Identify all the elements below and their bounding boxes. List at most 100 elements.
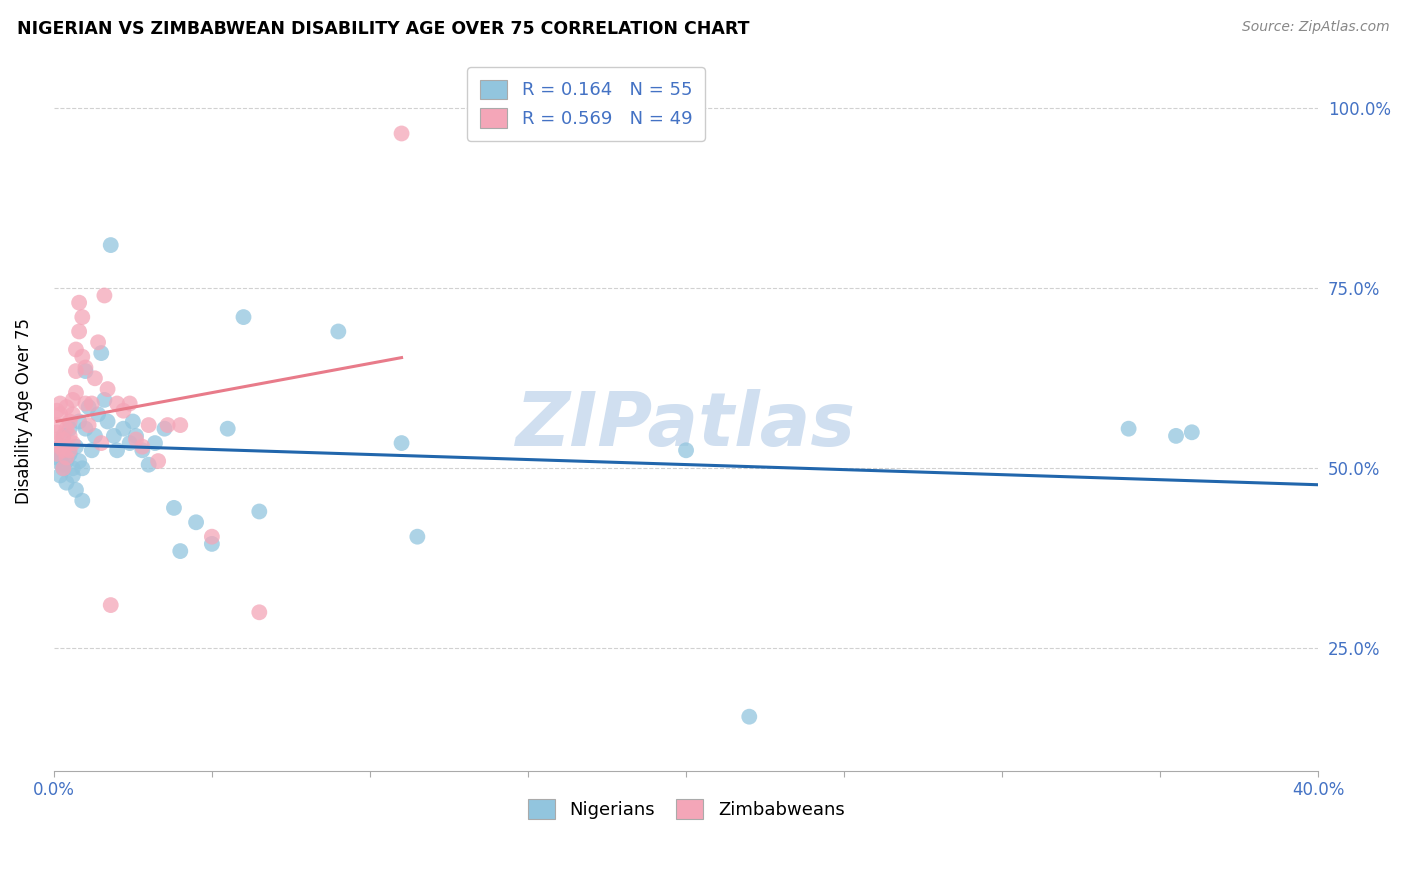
Point: [62, 436, 84, 450]
Point: [217, 422, 239, 436]
Point: [49, 440, 72, 454]
Point: [52, 461, 75, 475]
Point: [93, 392, 115, 407]
Point: [65, 343, 87, 357]
Point: [77, 400, 100, 414]
Point: [46, 433, 69, 447]
Point: [72, 350, 94, 364]
Point: [232, 310, 254, 324]
Point: [46, 450, 69, 465]
Point: [59, 415, 82, 429]
Point: [87, 407, 110, 421]
Point: [125, 433, 148, 447]
Point: [49, 407, 72, 421]
Point: [118, 396, 141, 410]
Point: [46, 403, 69, 417]
Point: [59, 443, 82, 458]
Point: [97, 415, 120, 429]
Point: [100, 238, 122, 252]
Point: [112, 422, 135, 436]
Text: Source: ZipAtlas.com: Source: ZipAtlas.com: [1241, 20, 1389, 34]
Text: ZIPatlas: ZIPatlas: [516, 389, 856, 461]
Point: [118, 436, 141, 450]
Point: [97, 382, 120, 396]
Point: [55, 422, 77, 436]
Point: [125, 429, 148, 443]
Point: [406, 530, 429, 544]
Point: [46, 425, 69, 440]
Point: [49, 447, 72, 461]
Point: [46, 447, 69, 461]
Point: [65, 440, 87, 454]
Point: [72, 493, 94, 508]
Point: [84, 429, 107, 443]
Point: [112, 403, 135, 417]
Point: [65, 364, 87, 378]
Point: [105, 396, 128, 410]
Point: [55, 400, 77, 414]
Point: [90, 346, 112, 360]
Point: [52, 429, 75, 443]
Point: [138, 458, 160, 472]
Point: [67, 325, 90, 339]
Point: [143, 436, 166, 450]
Point: [62, 392, 84, 407]
Point: [247, 504, 270, 518]
Point: [247, 605, 270, 619]
Point: [52, 433, 75, 447]
Point: [163, 500, 186, 515]
Point: [46, 418, 69, 433]
Point: [52, 458, 75, 472]
Point: [62, 461, 84, 475]
Point: [93, 288, 115, 302]
Point: [52, 461, 75, 475]
Point: [156, 418, 179, 433]
Point: [1118, 422, 1140, 436]
Point: [49, 440, 72, 454]
Point: [62, 407, 84, 421]
Point: [184, 516, 207, 530]
Point: [131, 440, 153, 454]
Point: [55, 454, 77, 468]
Point: [59, 422, 82, 436]
Point: [49, 396, 72, 410]
Point: [67, 415, 90, 429]
Point: [65, 385, 87, 400]
Point: [75, 360, 97, 375]
Point: [80, 396, 103, 410]
Point: [46, 454, 69, 468]
Point: [391, 127, 413, 141]
Text: NIGERIAN VS ZIMBABWEAN DISABILITY AGE OVER 75 CORRELATION CHART: NIGERIAN VS ZIMBABWEAN DISABILITY AGE OV…: [17, 20, 749, 37]
Point: [59, 447, 82, 461]
Point: [131, 443, 153, 458]
Point: [75, 422, 97, 436]
Point: [738, 709, 761, 723]
Point: [90, 436, 112, 450]
Point: [146, 454, 169, 468]
Point: [1181, 425, 1204, 440]
Y-axis label: Disability Age Over 75: Disability Age Over 75: [15, 318, 32, 504]
Point: [62, 468, 84, 483]
Point: [77, 418, 100, 433]
Point: [169, 544, 191, 558]
Point: [67, 454, 90, 468]
Point: [72, 461, 94, 475]
Point: [55, 475, 77, 490]
Point: [100, 598, 122, 612]
Point: [52, 443, 75, 458]
Point: [391, 436, 413, 450]
Point: [138, 418, 160, 433]
Point: [201, 537, 224, 551]
Point: [121, 415, 143, 429]
Point: [1164, 429, 1187, 443]
Point: [328, 325, 350, 339]
Point: [80, 443, 103, 458]
Point: [75, 364, 97, 378]
Legend: Nigerians, Zimbabweans: Nigerians, Zimbabweans: [520, 792, 852, 827]
Point: [87, 335, 110, 350]
Point: [67, 295, 90, 310]
Point: [65, 483, 87, 497]
Point: [49, 468, 72, 483]
Point: [169, 418, 191, 433]
Point: [84, 371, 107, 385]
